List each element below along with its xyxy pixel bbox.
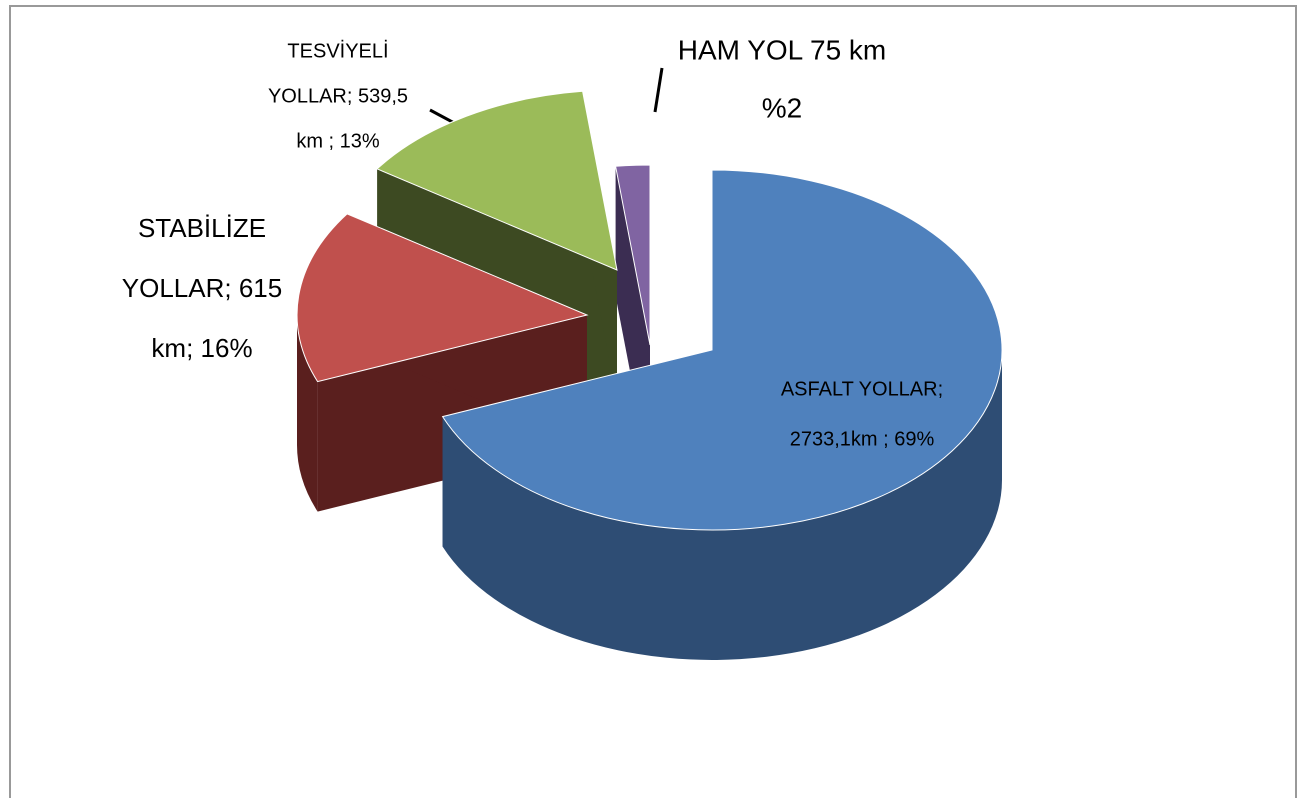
pie-slice xyxy=(615,164,651,346)
data-label: %2 xyxy=(762,92,802,123)
leader-line xyxy=(653,67,664,113)
data-label: YOLLAR; 539,5 xyxy=(268,85,408,107)
data-label: TESVİYELİ xyxy=(287,39,388,62)
pie-slice xyxy=(376,90,618,271)
data-label: STABİLİZE xyxy=(138,213,266,243)
pie-slice xyxy=(441,169,1003,531)
data-label: HAM YOL 75 km xyxy=(678,34,887,65)
data-label: 2733,1km ; 69% xyxy=(790,428,935,450)
data-label: km ; 13% xyxy=(296,130,380,152)
data-label: ASFALT YOLLAR; xyxy=(781,378,943,400)
pie-slice xyxy=(296,213,589,383)
data-label: YOLLAR; 615 xyxy=(122,273,282,303)
slice-outer-wall xyxy=(297,315,318,512)
data-label: km; 16% xyxy=(151,333,252,363)
slice-outer-wall xyxy=(442,350,1003,660)
